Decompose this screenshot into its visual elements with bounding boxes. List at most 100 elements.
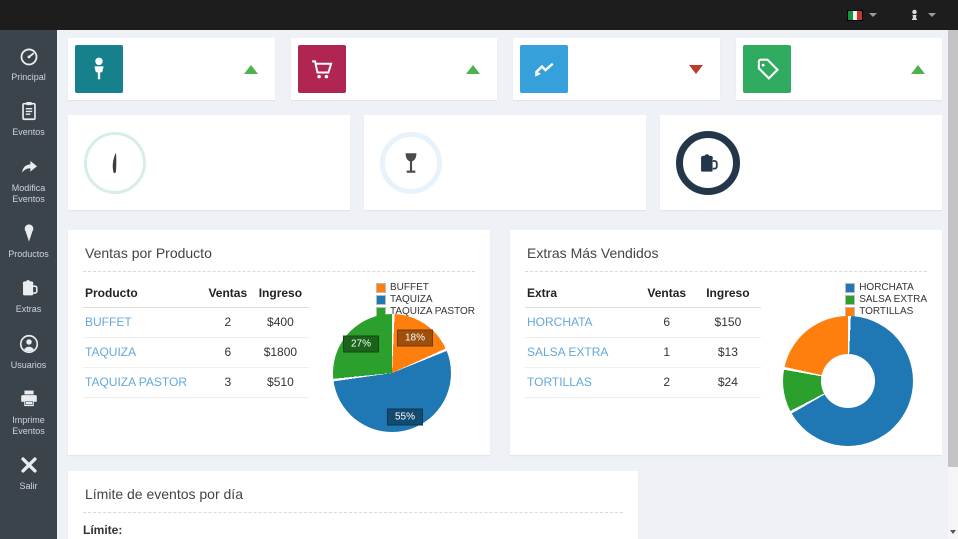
table-row: BUFFET 2 $400 [83, 307, 309, 338]
table-row: TAQUIZA 6 $1800 [83, 337, 309, 368]
legend-swatch [845, 294, 856, 305]
cart-icon [297, 45, 346, 93]
info-card [68, 115, 350, 210]
sidebar-item-modifica-eventos[interactable]: Modifica Eventos [0, 154, 57, 208]
column-header: Ventas [203, 280, 254, 308]
legend-swatch [845, 306, 856, 317]
table-row: TAQUIZA PASTOR 3 $510 [83, 367, 309, 398]
legend-label: TAQUIZA [389, 294, 433, 305]
chevron-down-icon [928, 13, 936, 17]
row-link[interactable]: TAQUIZA [85, 345, 137, 359]
sidebar-item-label: Imprime Eventos [12, 414, 45, 436]
cell-value: 6 [203, 337, 254, 368]
slice-percent-label: 27% [342, 335, 380, 353]
sidebar-item-eventos[interactable]: Eventos [0, 98, 57, 140]
language-dropdown[interactable] [847, 9, 877, 21]
info-card [364, 115, 646, 210]
sidebar-item-label: Modifica Eventos [11, 182, 46, 204]
cell-value: $150 [696, 307, 761, 338]
user-dropdown[interactable] [907, 7, 936, 23]
info-cards-row [68, 115, 942, 210]
sidebar-item-label: Eventos [12, 127, 45, 138]
legend-swatch [845, 282, 856, 293]
legend-item: TAQUIZA [375, 294, 475, 305]
row-link[interactable]: TORTILLAS [527, 375, 592, 389]
legend-label: HORCHATA [859, 282, 914, 293]
limite-eventos-panel: Límite de eventos por día Límite: [68, 471, 638, 539]
panel-title: Extras Más Vendidos [525, 242, 927, 272]
column-header: Ingreso [253, 280, 309, 308]
stat-card [735, 38, 942, 100]
trend-up-icon [466, 64, 480, 74]
user-icon [907, 7, 922, 23]
ventas-pie-chart: BUFFET TAQUIZA TAQUIZA PASTOR 18% 55% 27% [315, 280, 475, 450]
scrollbar-thumb[interactable] [948, 30, 958, 467]
sidebar-item-label: Principal [11, 72, 46, 82]
cell-value: $400 [253, 307, 309, 338]
sidebar-item-principal[interactable]: Principal [0, 43, 57, 85]
clipboard-icon [18, 100, 40, 122]
cell-value: 2 [638, 367, 697, 398]
sidebar-item-salir[interactable]: Salir [0, 452, 57, 494]
donut-hole [821, 354, 875, 408]
close-icon [18, 454, 40, 476]
chart-line-icon [520, 45, 568, 93]
legend-item: TORTILLAS [845, 306, 927, 317]
cell-value: $1800 [253, 337, 309, 368]
chevron-down-icon [869, 13, 877, 17]
sidebar-item-usuarios[interactable]: Usuarios [0, 331, 57, 373]
sidebar-item-label: Usuarios [10, 359, 47, 370]
row-link[interactable]: TAQUIZA PASTOR [85, 375, 188, 389]
sidebar-item-label: Salir [19, 481, 38, 492]
vertical-scrollbar[interactable] [948, 30, 958, 539]
row-link[interactable]: BUFFET [85, 315, 132, 329]
column-header: Ventas [638, 280, 697, 308]
ventas-table: Producto Ventas Ingreso BUFFET 2 $400 TAQUIZA 6… [83, 280, 309, 398]
sidebar-item-extras[interactable]: Extras [0, 275, 57, 317]
scrollbar-down-button[interactable] [948, 526, 958, 538]
row-link[interactable]: SALSA EXTRA [527, 345, 609, 359]
slice-percent-label: 55% [386, 408, 424, 426]
stat-cards-row [68, 38, 942, 100]
info-card [660, 115, 942, 210]
sidebar-item-productos[interactable]: Productos [0, 220, 57, 262]
main-content: Ventas por Producto Producto Ventas Ingres… [57, 30, 948, 539]
trend-down-icon [688, 64, 703, 74]
table-row: HORCHATA 6 $150 [525, 307, 761, 338]
legend-item: SALSA EXTRA [845, 294, 927, 305]
table-row: SALSA EXTRA 1 $13 [525, 337, 761, 368]
share-arrow-icon [18, 156, 40, 178]
user-circle-icon [18, 333, 40, 355]
ice-cream-icon [18, 222, 40, 244]
stat-card [513, 38, 720, 100]
chart-legend: BUFFET TAQUIZA TAQUIZA PASTOR [375, 282, 475, 318]
legend-label: TAQUIZA PASTOR [389, 306, 475, 317]
ventas-por-producto-panel: Ventas por Producto Producto Ventas Ingres… [68, 230, 490, 455]
beer-mug-icon [676, 130, 740, 195]
cell-value: 1 [638, 337, 697, 368]
column-header: Ingreso [696, 280, 761, 308]
sidebar-item-imprime-eventos[interactable]: Imprime Eventos [0, 386, 57, 440]
legend-swatch [375, 294, 386, 305]
stat-card [68, 38, 275, 100]
cell-value: $13 [696, 337, 761, 368]
extras-table: Extra Ventas Ingreso HORCHATA 6 $150 SALSA EXT… [525, 280, 761, 398]
panel-title: Límite de eventos por día [83, 483, 623, 513]
knife-icon [84, 131, 146, 194]
slice-percent-label: 18% [396, 329, 434, 347]
legend-label: TORTILLAS [859, 306, 914, 317]
stat-card [290, 38, 497, 100]
row-link[interactable]: HORCHATA [527, 315, 593, 329]
column-header: Extra [525, 280, 639, 308]
table-row: TORTILLAS 2 $24 [525, 367, 761, 398]
limite-field-label: Límite: [83, 523, 123, 537]
panel-title: Ventas por Producto [83, 242, 475, 272]
top-navbar [0, 0, 958, 30]
trend-up-icon [911, 64, 925, 74]
cell-value: $510 [253, 367, 309, 398]
column-header: Producto [83, 280, 204, 308]
mexico-flag-icon [847, 9, 863, 21]
legend-label: SALSA EXTRA [859, 294, 927, 305]
cell-value: 2 [203, 307, 254, 338]
legend-label: BUFFET [389, 282, 429, 293]
